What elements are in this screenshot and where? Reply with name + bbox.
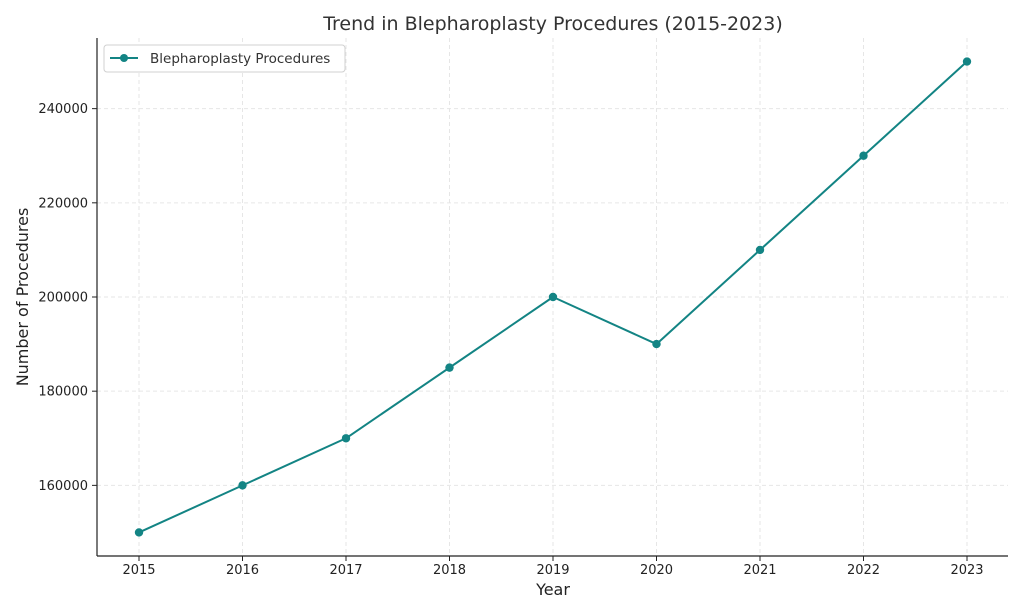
x-tick-label: 2018 [433, 563, 466, 578]
x-tick-label: 2020 [640, 563, 673, 578]
x-ticks: 2015 2016 2017 2018 2019 2020 2021 2022 2023 [122, 556, 984, 578]
data-point [859, 151, 868, 160]
x-tick-label: 2015 [122, 563, 155, 578]
x-tick-label: 2022 [847, 563, 880, 578]
data-point [548, 292, 558, 302]
x-axis-label: Year [535, 580, 570, 599]
x-tick-label: 2019 [536, 563, 569, 578]
legend-entry-label: Blepharoplasty Procedures [150, 51, 330, 67]
x-tick-label: 2017 [329, 563, 362, 578]
y-tick-label: 180000 [38, 385, 88, 400]
data-point [238, 481, 247, 490]
data-point [134, 528, 144, 537]
data-point [962, 57, 972, 66]
y-tick-label: 220000 [38, 196, 88, 211]
chart-title: Trend in Blepharoplasty Procedures (2015… [322, 13, 783, 35]
series-group [134, 57, 972, 537]
y-ticks: 160000 180000 200000 220000 240000 [38, 102, 97, 494]
y-axis-label: Number of Procedures [13, 208, 32, 387]
legend-box [103, 44, 346, 73]
x-tick-label: 2023 [950, 563, 983, 578]
y-tick-label: 240000 [38, 102, 88, 117]
y-tick-label: 200000 [38, 291, 88, 306]
data-point [445, 363, 454, 372]
x-tick-label: 2016 [226, 563, 259, 578]
data-point [652, 339, 661, 349]
data-point [755, 245, 765, 255]
x-tick-label: 2021 [743, 563, 776, 578]
grid [97, 38, 1008, 556]
y-tick-label: 160000 [38, 479, 88, 494]
data-point [341, 434, 351, 443]
legend-marker-swatch [120, 54, 128, 62]
legend: Blepharoplasty Procedures [103, 44, 346, 73]
